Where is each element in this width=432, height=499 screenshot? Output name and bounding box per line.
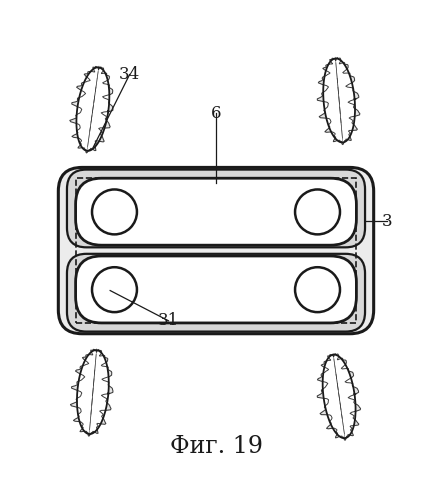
FancyBboxPatch shape xyxy=(67,254,365,331)
Text: 34: 34 xyxy=(119,66,140,83)
FancyBboxPatch shape xyxy=(76,178,356,245)
Text: 31: 31 xyxy=(158,312,179,329)
Polygon shape xyxy=(70,349,113,436)
Polygon shape xyxy=(76,67,109,151)
Ellipse shape xyxy=(92,267,137,312)
FancyBboxPatch shape xyxy=(58,168,374,334)
Polygon shape xyxy=(317,58,360,145)
Text: 6: 6 xyxy=(211,105,221,122)
Ellipse shape xyxy=(295,190,340,235)
Polygon shape xyxy=(77,350,109,434)
FancyBboxPatch shape xyxy=(67,170,365,248)
FancyBboxPatch shape xyxy=(76,256,356,323)
Ellipse shape xyxy=(295,267,340,312)
Text: 3: 3 xyxy=(381,213,392,230)
Ellipse shape xyxy=(92,190,137,235)
Polygon shape xyxy=(323,355,356,438)
Polygon shape xyxy=(70,66,113,153)
Polygon shape xyxy=(323,58,355,142)
Polygon shape xyxy=(317,354,360,440)
Text: Фиг. 19: Фиг. 19 xyxy=(169,435,263,458)
